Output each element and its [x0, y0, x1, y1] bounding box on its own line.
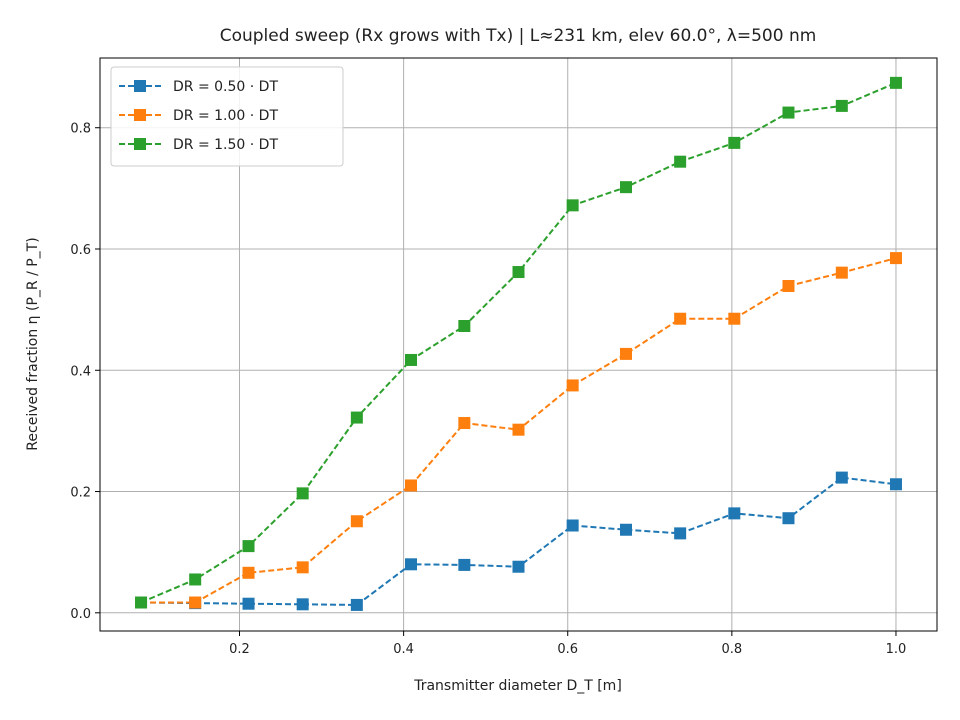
y-axis-label: Received fraction η (P_R / P_T): [25, 237, 41, 450]
data-point: [242, 597, 255, 610]
data-point: [835, 471, 848, 484]
data-point: [566, 379, 579, 392]
data-point: [189, 596, 202, 609]
legend: DR = 0.50 · DT DR = 1.00 · DT DR = 1.50 · …: [110, 66, 344, 167]
data-point: [835, 99, 848, 112]
data-point: [728, 312, 741, 325]
data-point: [296, 598, 309, 611]
grid: [100, 58, 937, 631]
data-point: [405, 479, 418, 492]
legend-label: DR = 1.00 · DT: [173, 108, 278, 124]
data-point: [350, 515, 363, 528]
data-point: [350, 411, 363, 424]
data-point: [728, 136, 741, 149]
x-tick-label: 0.2: [229, 642, 250, 657]
data-point: [782, 279, 795, 292]
legend-marker: [134, 80, 146, 92]
data-point: [674, 527, 687, 540]
x-tick-label: 0.4: [393, 642, 414, 657]
data-point: [242, 566, 255, 579]
x-tick-label: 0.6: [557, 642, 578, 657]
legend-label: DR = 1.50 · DT: [173, 137, 278, 153]
data-point: [296, 487, 309, 500]
axis-ticks: 0.2 0.4 0.6 0.8 1.0 0.0 0.2 0.4 0.6 0.8: [70, 122, 906, 657]
x-axis-label: Transmitter diameter D_T [m]: [413, 678, 622, 694]
data-point: [619, 523, 632, 536]
data-point: [619, 181, 632, 194]
plot-series: [135, 76, 902, 611]
legend-marker: [134, 138, 146, 150]
legend-item: DR = 1.00 · DT: [119, 108, 278, 124]
legend-label: DR = 0.50 · DT: [173, 79, 278, 95]
data-point: [458, 417, 471, 430]
series-2: [135, 252, 902, 609]
data-point: [242, 540, 255, 553]
data-point: [674, 312, 687, 325]
data-point: [728, 507, 741, 520]
legend-item: DR = 1.50 · DT: [119, 137, 278, 153]
data-point: [782, 512, 795, 525]
data-point: [405, 558, 418, 571]
chart-title: Coupled sweep (Rx grows with Tx) | L≈231…: [220, 26, 817, 46]
data-point: [350, 598, 363, 611]
x-tick-label: 1.0: [886, 642, 907, 657]
data-point: [458, 320, 471, 333]
data-point: [512, 423, 525, 436]
data-point: [835, 266, 848, 279]
data-point: [566, 519, 579, 532]
data-point: [674, 155, 687, 168]
series-3: [135, 76, 902, 609]
data-point: [619, 347, 632, 360]
data-point: [782, 106, 795, 119]
data-point: [889, 76, 902, 89]
data-point: [512, 560, 525, 573]
data-point: [889, 252, 902, 265]
data-point: [458, 558, 471, 571]
y-tick-label: 0.6: [70, 243, 91, 258]
data-point: [566, 199, 579, 212]
legend-box: [110, 66, 344, 167]
data-point: [512, 266, 525, 279]
y-tick-label: 0.4: [70, 364, 91, 379]
data-point: [296, 561, 309, 574]
plot-frame: [99, 57, 938, 632]
legend-marker: [134, 109, 146, 121]
y-tick-label: 0.2: [70, 486, 91, 501]
y-tick-label: 0.0: [70, 607, 91, 622]
x-tick-label: 0.8: [722, 642, 743, 657]
legend-item: DR = 0.50 · DT: [119, 79, 278, 95]
data-point: [405, 353, 418, 366]
data-point: [189, 573, 202, 586]
data-point: [135, 596, 148, 609]
data-point: [889, 478, 902, 491]
y-tick-label: 0.8: [70, 122, 91, 137]
